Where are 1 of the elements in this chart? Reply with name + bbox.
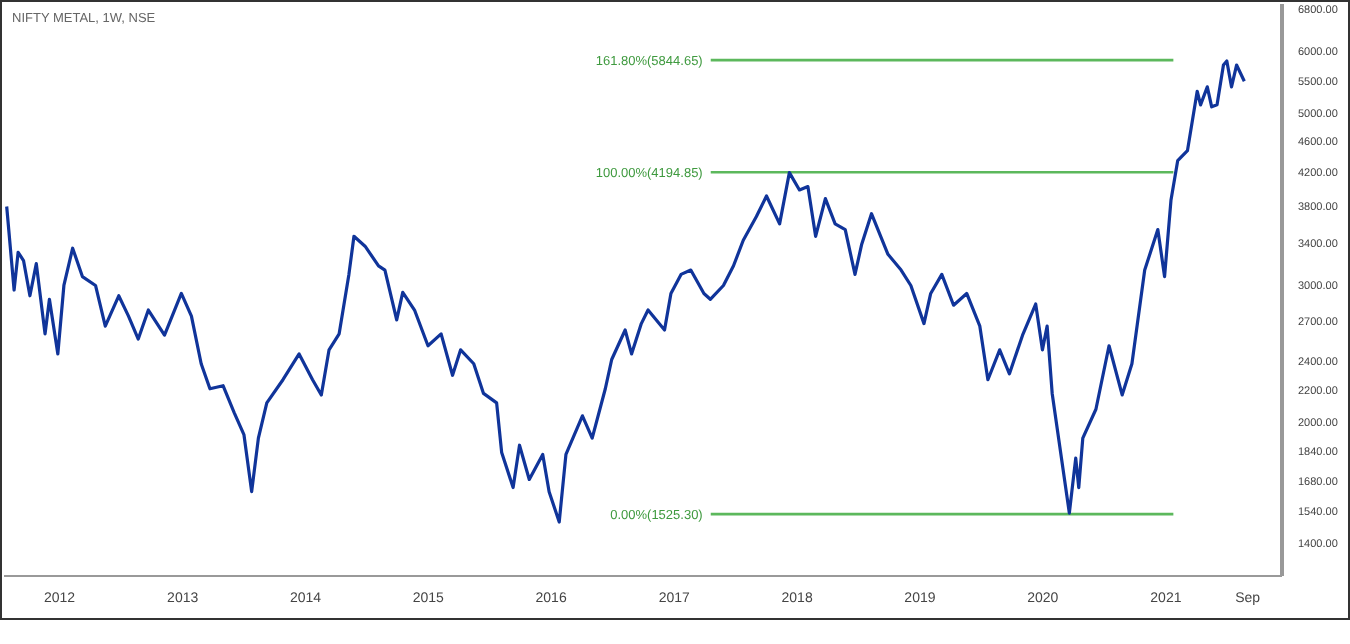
line-series <box>5 59 1246 524</box>
